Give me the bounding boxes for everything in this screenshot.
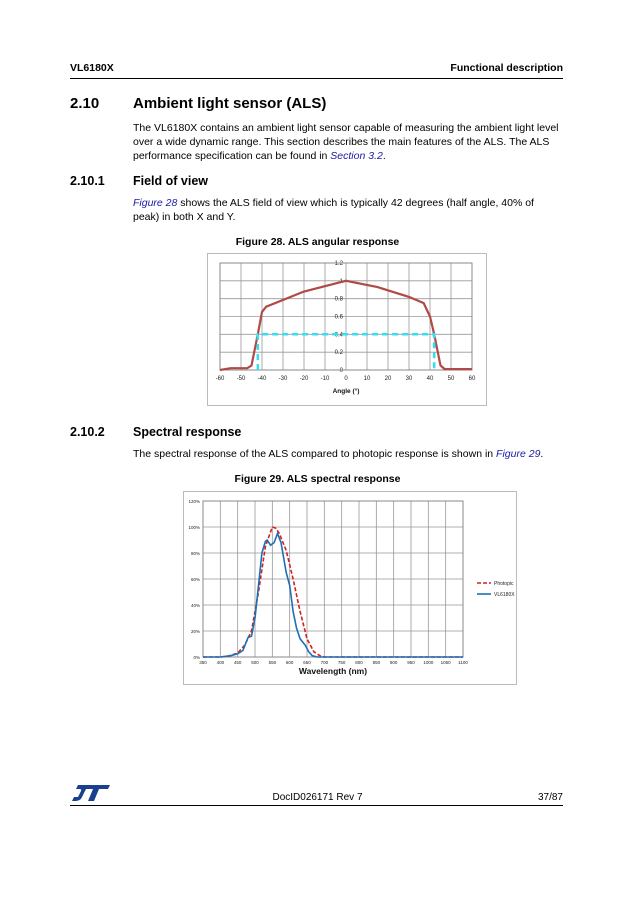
x-tick-label: 450 xyxy=(234,660,242,665)
x-tick-label: 800 xyxy=(355,660,363,665)
y-tick-label: 0.6 xyxy=(335,315,344,321)
x-tick-label: -10 xyxy=(321,376,330,382)
subsection-title: Spectral response xyxy=(133,425,242,439)
section-link[interactable]: Section 3.2 xyxy=(330,150,383,162)
st-logo xyxy=(72,785,110,801)
footer-page-number: 37/87 xyxy=(537,792,563,803)
legend-label: VL6180X xyxy=(494,592,515,598)
subsection-number: 2.10.2 xyxy=(70,425,105,439)
paragraph-text: . xyxy=(382,150,386,162)
x-axis-label: Angle (°) xyxy=(333,387,360,395)
subsection-number: 2.10.1 xyxy=(70,174,105,188)
x-tick-label: 50 xyxy=(448,376,455,382)
series-line-vl6180x xyxy=(203,531,463,658)
header-product: VL6180X xyxy=(70,62,114,74)
series-line-series-1 xyxy=(256,333,436,370)
x-tick-label: -40 xyxy=(258,376,267,382)
y-tick-label: 120% xyxy=(188,499,200,504)
paragraph-text: . xyxy=(540,448,544,460)
spectral-response-chart: 350 400 450 500 550 600 650 700 750 800 850 900 950 1… xyxy=(183,491,517,685)
x-tick-label: 950 xyxy=(407,660,415,665)
x-axis-label: Wavelength (nm) xyxy=(299,666,367,676)
x-tick-label: -60 xyxy=(216,376,225,382)
section-paragraph: The VL6180X contains an ambient light se… xyxy=(133,121,563,163)
paragraph-text: The VL6180X contains an ambient light se… xyxy=(133,122,559,162)
spectral-paragraph: The spectral response of the ALS compare… xyxy=(133,447,563,461)
header-rule xyxy=(70,78,563,79)
legend-label: Photopic xyxy=(494,581,514,587)
section-title: Ambient light sensor (ALS) xyxy=(133,95,327,112)
x-tick-label: 0 xyxy=(344,376,348,382)
x-tick-label: 30 xyxy=(406,376,413,382)
y-tick-label: 0% xyxy=(193,655,200,660)
angular-response-chart: -60 -50 -40 -30 -20 -10 0 10 20 30 40 50 60 0 0.2 0.4 0.… xyxy=(207,253,487,406)
x-tick-label: 750 xyxy=(338,660,346,665)
x-tick-label: 900 xyxy=(390,660,398,665)
paragraph-text: shows the ALS field of view which is typ… xyxy=(133,197,534,223)
y-tick-label: 60% xyxy=(191,577,200,582)
x-tick-label: -50 xyxy=(237,376,246,382)
y-tick-label: 20% xyxy=(191,629,200,634)
x-tick-label: 1050 xyxy=(441,660,452,665)
x-tick-label: -30 xyxy=(279,376,288,382)
figure-28-link[interactable]: Figure 28 xyxy=(133,197,178,209)
fov-paragraph: Figure 28 shows the ALS field of view wh… xyxy=(133,196,563,224)
y-tick-label: 100% xyxy=(188,525,200,530)
x-tick-label: 550 xyxy=(269,660,277,665)
x-tick-label: 40 xyxy=(427,376,434,382)
series-line-photopic xyxy=(203,525,463,658)
y-tick-label: 0.2 xyxy=(335,350,344,356)
x-tick-label: 650 xyxy=(303,660,311,665)
figure-28-caption: Figure 28. ALS angular response xyxy=(235,236,400,248)
x-tick-label: 850 xyxy=(373,660,381,665)
x-tick-label: -20 xyxy=(300,376,309,382)
x-tick-label: 600 xyxy=(286,660,294,665)
figure-29-link[interactable]: Figure 29 xyxy=(496,448,541,460)
x-tick-label: 10 xyxy=(364,376,371,382)
x-tick-label: 700 xyxy=(321,660,329,665)
y-tick-label: 40% xyxy=(191,603,200,608)
y-tick-label: 0 xyxy=(340,368,344,374)
y-tick-label: 0.4 xyxy=(335,332,344,338)
plot-area xyxy=(219,262,473,371)
series-line-series-0 xyxy=(219,279,472,372)
x-tick-label: 400 xyxy=(217,660,225,665)
subsection-title: Field of view xyxy=(133,174,209,188)
y-tick-label: 0.8 xyxy=(335,297,344,303)
chart-frame xyxy=(207,253,487,406)
header-section: Functional description xyxy=(450,62,563,74)
footer-rule xyxy=(70,805,563,806)
x-tick-label: 20 xyxy=(385,376,392,382)
x-tick-label: 1000 xyxy=(423,660,434,665)
y-tick-label: 1.2 xyxy=(335,261,344,267)
x-tick-label: 500 xyxy=(251,660,259,665)
x-tick-label: 60 xyxy=(469,376,476,382)
y-tick-label: 80% xyxy=(191,551,200,556)
x-tick-label: 350 xyxy=(199,660,207,665)
figure-29-caption: Figure 29. ALS spectral response xyxy=(234,473,401,485)
x-tick-label: 1100 xyxy=(458,660,468,665)
section-number: 2.10 xyxy=(70,95,100,112)
footer-doc-id: DocID026171 Rev 7 xyxy=(272,792,363,803)
paragraph-text: The spectral response of the ALS compare… xyxy=(133,448,497,460)
